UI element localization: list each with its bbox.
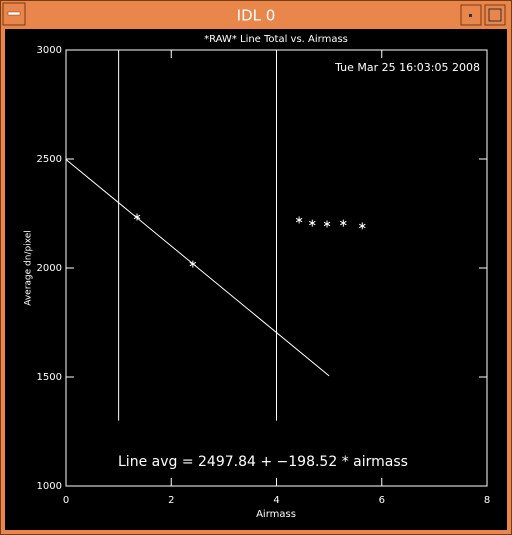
x-tick-label: 2 [168,495,174,506]
y-tick-label: 3000 [37,45,62,56]
fit-equation: Line avg = 2497.84 + −198.52 * airmass [118,454,408,470]
x-tick-label: 8 [484,495,490,506]
maximize-icon [488,8,502,22]
y-tick-label: 1000 [37,481,62,492]
data-point [323,220,331,228]
y-tick-label: 2000 [37,263,62,274]
y-tick-label: 2500 [37,154,62,165]
y-tick-label: 1500 [37,372,62,383]
chart-title: *RAW* Line Total vs. Airmass [204,34,348,45]
maximize-button[interactable] [484,4,506,26]
menu-icon [7,11,21,16]
plot-window [5,29,507,530]
x-tick-label: 4 [273,495,279,506]
data-point [309,219,316,227]
data-point [358,222,366,230]
y-axis-label: Average dn/pixel [24,230,34,306]
x-tick-label: 0 [63,495,69,506]
data-point [295,216,303,224]
fit-line [65,159,330,377]
x-tick-label: 6 [379,495,385,506]
data-point [340,219,347,227]
timestamp: Tue Mar 25 16:03:05 2008 [334,61,480,74]
window-title: IDL 0 [237,7,276,25]
x-axis-label: Airmass [256,509,296,520]
minimize-icon [469,14,472,17]
